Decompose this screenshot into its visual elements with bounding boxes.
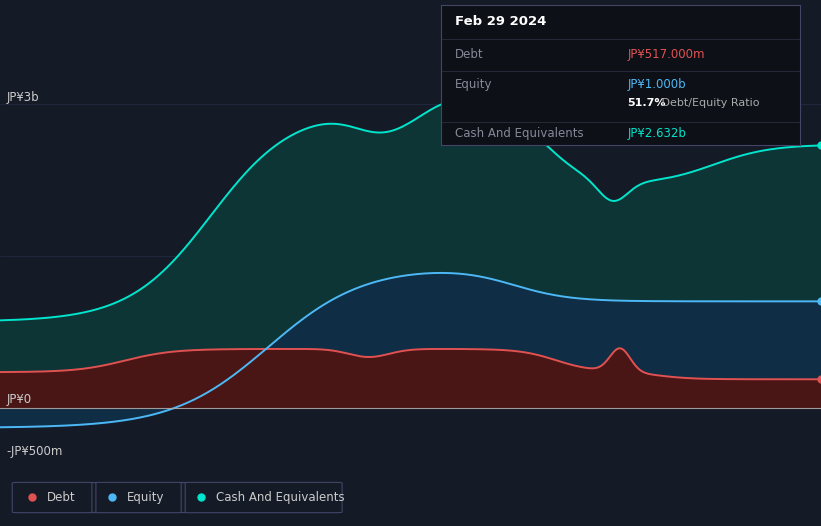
Text: JP¥517.000m: JP¥517.000m: [627, 48, 705, 61]
Text: Equity: Equity: [126, 491, 164, 503]
Text: JP¥3b: JP¥3b: [7, 91, 39, 104]
Text: 2020: 2020: [152, 495, 184, 509]
Text: Cash And Equivalents: Cash And Equivalents: [216, 491, 345, 503]
Text: 2023: 2023: [583, 495, 614, 509]
Text: Equity: Equity: [455, 77, 493, 90]
Text: -JP¥500m: -JP¥500m: [7, 445, 63, 458]
Text: Debt: Debt: [47, 491, 76, 503]
Text: 51.7%: 51.7%: [627, 98, 666, 108]
Text: 2022: 2022: [439, 495, 470, 509]
Text: JP¥2.632b: JP¥2.632b: [627, 127, 686, 140]
Text: Debt/Equity Ratio: Debt/Equity Ratio: [658, 98, 759, 108]
Text: JP¥1.000b: JP¥1.000b: [627, 77, 686, 90]
Text: 2024: 2024: [727, 495, 758, 509]
Text: Debt: Debt: [455, 48, 484, 61]
Text: Cash And Equivalents: Cash And Equivalents: [455, 127, 584, 140]
Text: 2021: 2021: [296, 495, 328, 509]
Text: JP¥0: JP¥0: [7, 393, 32, 407]
Text: Feb 29 2024: Feb 29 2024: [455, 15, 547, 28]
